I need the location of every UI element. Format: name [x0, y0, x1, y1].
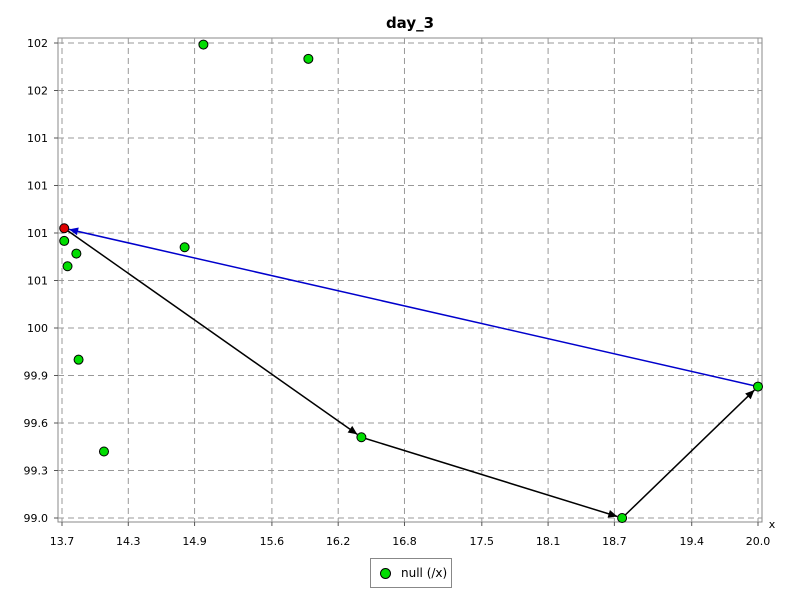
legend: null (/x): [370, 558, 452, 588]
x-axis-label: x: [769, 518, 776, 531]
data-point: [179, 242, 190, 253]
x-tick-label: 15.6: [260, 535, 285, 548]
y-tick-label: 101: [27, 275, 48, 288]
path-arrow-line: [63, 227, 358, 435]
legend-marker-icon: [380, 567, 391, 579]
y-tick-label: 100: [27, 322, 48, 335]
data-point: [62, 261, 73, 272]
data-point: [356, 432, 367, 443]
x-tick-label: 19.4: [679, 535, 704, 548]
y-tick-label: 102: [27, 37, 48, 50]
arrow-head-icon: [745, 390, 755, 400]
data-point: [98, 446, 109, 457]
data-points: [59, 39, 763, 523]
x-tick-label: 13.7: [50, 535, 75, 548]
data-point: [753, 381, 763, 392]
data-point: [617, 513, 628, 523]
x-tick-label: 20.0: [746, 535, 771, 548]
path-arrow-line: [361, 436, 618, 518]
path-arrow-line: [68, 228, 759, 388]
y-tick-label: 102: [27, 85, 48, 98]
arrow-head-icon: [347, 425, 358, 435]
y-tick-label: 99.9: [24, 370, 49, 383]
y-tick-label: 99.0: [24, 512, 49, 525]
y-tick-label: 101: [27, 227, 48, 240]
x-tick-label: 14.9: [182, 535, 207, 548]
path-arrow-line: [621, 389, 755, 519]
arrow-head-icon: [607, 510, 618, 518]
chart-title: day_3: [386, 14, 434, 32]
axis-ticks: 13.7 14.3 14.9 15.6 16.2 16.8 17.5 18.1 18.7 19.4…: [24, 37, 771, 548]
data-point: [59, 235, 70, 246]
x-tick-label: 14.3: [116, 535, 141, 548]
y-tick-label: 101: [27, 132, 48, 145]
highlighted-point: [59, 223, 70, 234]
data-point: [303, 53, 314, 64]
x-tick-label: 17.5: [470, 535, 495, 548]
grid-lines: [58, 38, 762, 522]
x-tick-label: 18.7: [602, 535, 627, 548]
path-arrows: [63, 227, 759, 519]
y-tick-label: 101: [27, 180, 48, 193]
x-tick-label: 18.1: [536, 535, 561, 548]
y-tick-label: 99.3: [24, 465, 49, 478]
legend-label: null (/x): [401, 566, 448, 580]
x-tick-label: 16.2: [326, 535, 351, 548]
data-point: [73, 354, 84, 365]
y-tick-label: 99.6: [24, 417, 49, 430]
x-tick-label: 16.8: [392, 535, 417, 548]
data-point: [198, 39, 209, 50]
arrow-head-icon: [69, 227, 79, 236]
data-point: [71, 248, 82, 259]
